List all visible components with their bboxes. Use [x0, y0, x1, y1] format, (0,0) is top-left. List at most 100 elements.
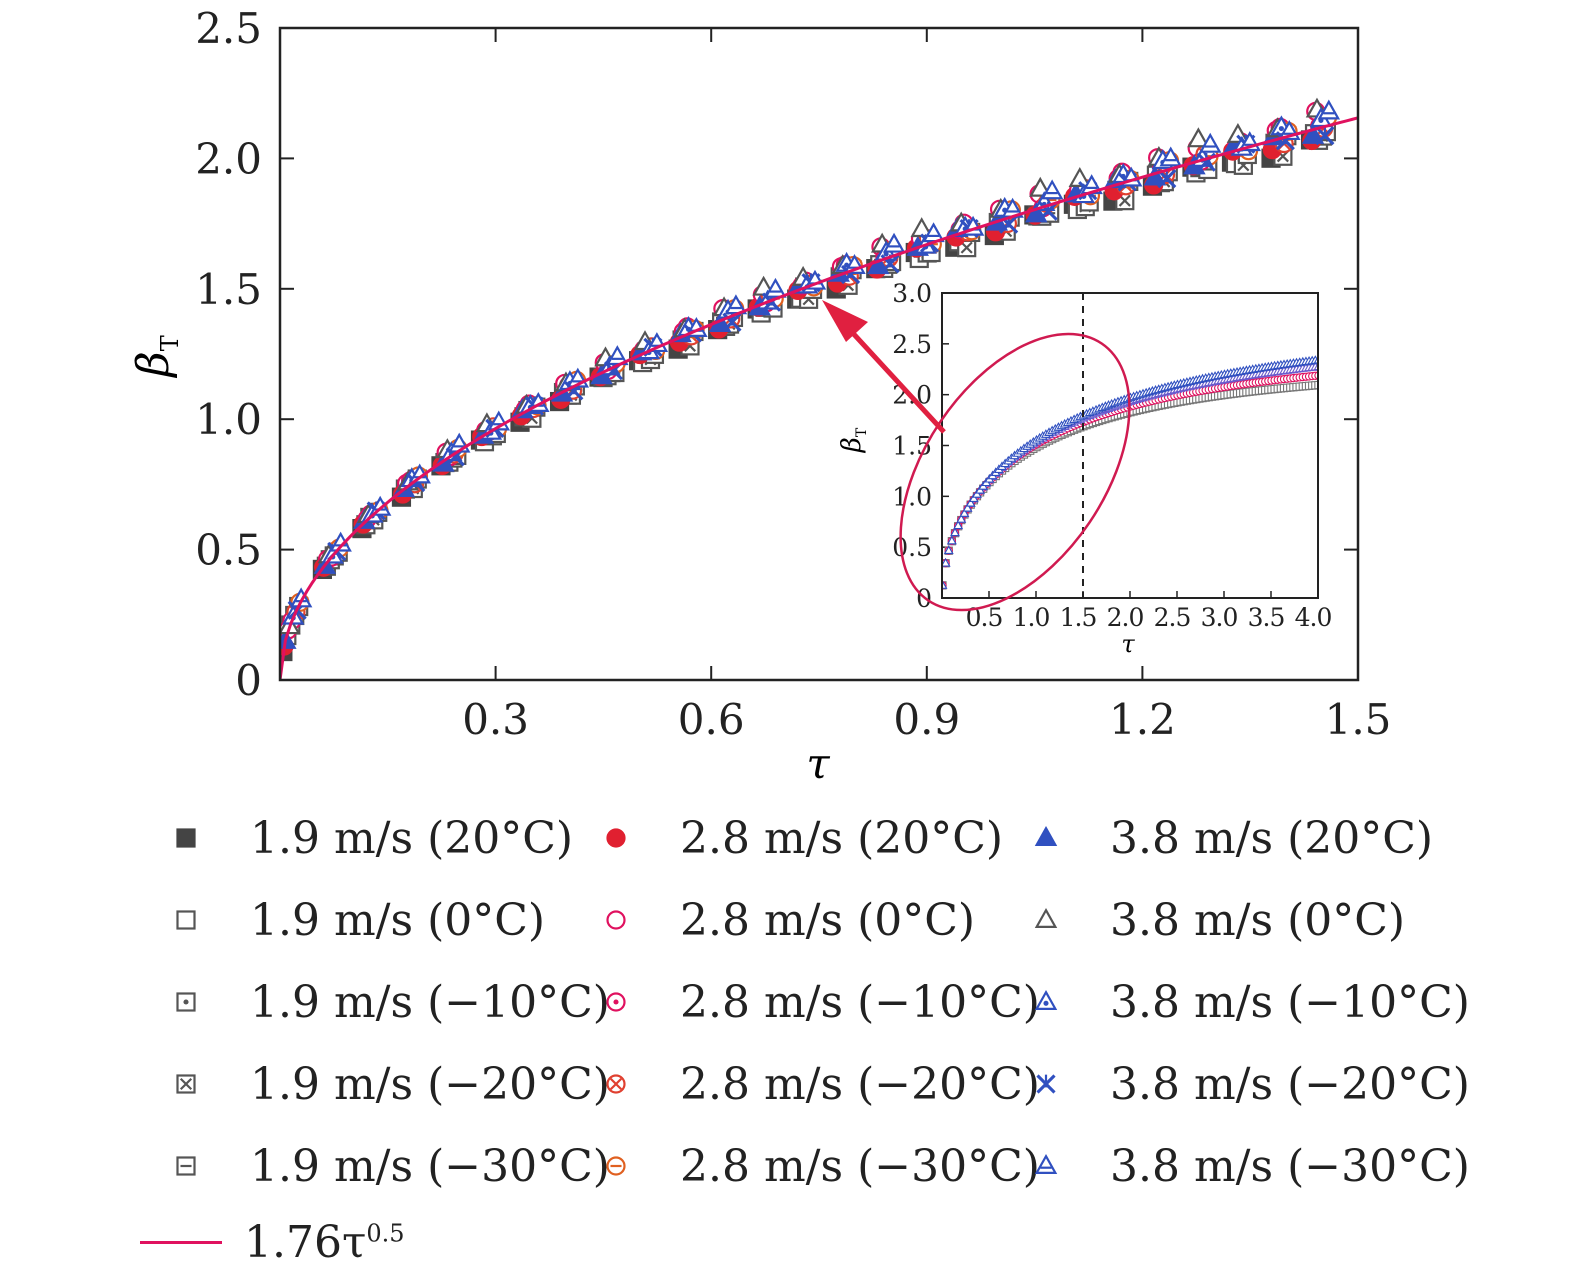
- legend-item: 3.8 m/s (−10°C): [1030, 972, 1470, 1032]
- inset-chart: 0.51.01.52.02.53.03.54.000.51.01.52.02.5…: [837, 279, 1332, 658]
- legend-marker-shape: [1034, 989, 1058, 1010]
- legend-label: 2.8 m/s (20°C): [680, 812, 1004, 864]
- data-point: [1068, 167, 1092, 187]
- inset-x-tick-label: 1.5: [1060, 603, 1097, 632]
- legend-label: 3.8 m/s (−30°C): [1110, 1140, 1470, 1192]
- legend-marker: [1036, 1074, 1056, 1094]
- legend-label: 3.8 m/s (0°C): [1110, 894, 1406, 946]
- legend-label: 1.9 m/s (−10°C): [250, 976, 610, 1028]
- legend-marker: [1034, 907, 1058, 928]
- legend-label: 1.9 m/s (−20°C): [250, 1058, 610, 1110]
- fit-curve-group: [280, 116, 1358, 680]
- legend-marker: [606, 1074, 626, 1094]
- legend-label: 1.9 m/s (−30°C): [250, 1140, 610, 1192]
- svg-text:βT: βT: [128, 335, 184, 378]
- legend-item: 2.8 m/s (−30°C): [600, 1136, 1040, 1196]
- inset-plot-frame: [941, 292, 1319, 599]
- legend-marker: [606, 1156, 626, 1176]
- legend-marker: [1034, 989, 1058, 1010]
- inset-y-axis-label: βT: [837, 427, 870, 453]
- legend-marker-shape: [176, 1074, 196, 1094]
- zoom-pointer-arrow: [822, 300, 946, 434]
- zoom-highlight-ellipse: [899, 332, 1131, 612]
- svg-text:βT: βT: [837, 427, 870, 453]
- inset-plot-area: [942, 293, 1318, 598]
- y-tick-label: 0: [235, 656, 262, 705]
- data-point: [1315, 126, 1335, 146]
- legend-item: 3.8 m/s (−20°C): [1030, 1054, 1470, 1114]
- legend-marker-shape: [176, 1156, 196, 1176]
- main-plot-frame: [278, 26, 1360, 682]
- legend-label: 3.8 m/s (−10°C): [1110, 976, 1470, 1028]
- legend-item: 3.8 m/s (−30°C): [1030, 1136, 1470, 1196]
- inset-data-point: [965, 497, 976, 507]
- inset-y-tick-label: 3.0: [892, 279, 932, 308]
- data-point: [1301, 123, 1325, 144]
- inset-background: [942, 293, 1318, 598]
- inset-y-tick-label: 2.5: [892, 330, 932, 359]
- legend-label: 1.9 m/s (0°C): [250, 894, 546, 946]
- inset-series-3: [942, 355, 1318, 589]
- legend-marker: [606, 992, 626, 1012]
- inset-y-tick-label: 0.5: [892, 533, 932, 562]
- inset-data-point: [942, 557, 951, 567]
- fit-line-swatch: [140, 1240, 222, 1244]
- legend-marker-shape: [606, 1156, 626, 1176]
- data-point: [1159, 146, 1182, 167]
- inset-x-tick-label: 3.5: [1248, 603, 1285, 632]
- legend: 1.76τ0.5 1.9 m/s (20°C) 1.9 m/s (0°C) 1.9 …: [0, 800, 1575, 1286]
- legend-marker-shape: [176, 910, 196, 930]
- data-point: [1317, 99, 1341, 120]
- fit-label-exponent: 0.5: [366, 1218, 405, 1247]
- chart-canvas: 0.3 0.6 0.9 1.2 1.500.51.01.52.02.5 τ βT 0.5…: [128, 4, 1391, 788]
- inset-x-tick-label: 1.0: [1013, 603, 1050, 632]
- legend-item: 1.9 m/s (20°C): [170, 808, 573, 868]
- inset-data-point: [962, 502, 973, 512]
- legend-item: 3.8 m/s (20°C): [1030, 808, 1433, 868]
- legend-marker: [176, 828, 196, 848]
- legend-label: 3.8 m/s (−20°C): [1110, 1058, 1470, 1110]
- inset-data-point: [943, 545, 954, 555]
- y-tick-label: 0.5: [195, 526, 262, 575]
- y-tick-label: 1.0: [195, 395, 262, 444]
- inset-data-point: [946, 535, 957, 545]
- y-tick-label: 2.5: [195, 4, 262, 53]
- inset-x-tick-label: 2.0: [1107, 603, 1144, 632]
- y-axis-label-subscript: T: [156, 335, 184, 351]
- legend-marker: [1034, 825, 1058, 846]
- legend-marker-shape: [606, 910, 626, 930]
- data-point: [1040, 179, 1064, 200]
- legend-marker-shape: [176, 992, 196, 1012]
- data-point: [866, 254, 890, 275]
- data-point: [1029, 176, 1052, 197]
- legend-item: 2.8 m/s (20°C): [600, 808, 1003, 868]
- data-point: [1187, 127, 1210, 148]
- legend-label: 3.8 m/s (20°C): [1110, 812, 1434, 864]
- inset-y-axis-label-subscript: T: [854, 427, 870, 437]
- x-tick-label: 0.9: [893, 695, 960, 744]
- legend-item: 2.8 m/s (0°C): [600, 890, 975, 950]
- legend-marker-shape: [1034, 907, 1058, 928]
- legend-marker-shape: [1034, 1153, 1058, 1174]
- legend-label: 2.8 m/s (0°C): [680, 894, 976, 946]
- y-axis-label: βT: [128, 335, 184, 378]
- inset-data-point: [959, 508, 970, 517]
- legend-marker: [606, 910, 626, 930]
- legend-item: 2.8 m/s (−20°C): [600, 1054, 1040, 1114]
- inset-y-tick-label: 1.0: [892, 482, 932, 511]
- legend-item: 3.8 m/s (0°C): [1030, 890, 1405, 950]
- fit-label: 1.76τ0.5: [244, 1217, 404, 1268]
- inset-axis-ticks: 0.51.01.52.02.53.03.54.000.51.01.52.02.5…: [892, 279, 1332, 632]
- inset-y-axis-label-symbol: β: [837, 437, 867, 453]
- inset-x-tick-label: 3.0: [1201, 603, 1238, 632]
- data-point: [1199, 132, 1222, 153]
- legend-marker-shape: [606, 828, 626, 848]
- inset-x-axis-label: τ: [1121, 630, 1135, 658]
- legend-label: 2.8 m/s (−30°C): [680, 1140, 1040, 1192]
- legend-marker: [176, 910, 196, 930]
- x-axis-label: τ: [806, 739, 830, 788]
- legend-marker: [1034, 1153, 1058, 1174]
- fit-label-base: 1.76τ: [244, 1216, 367, 1268]
- legend-label: 2.8 m/s (−20°C): [680, 1058, 1040, 1110]
- legend-marker-shape: [1036, 1074, 1056, 1094]
